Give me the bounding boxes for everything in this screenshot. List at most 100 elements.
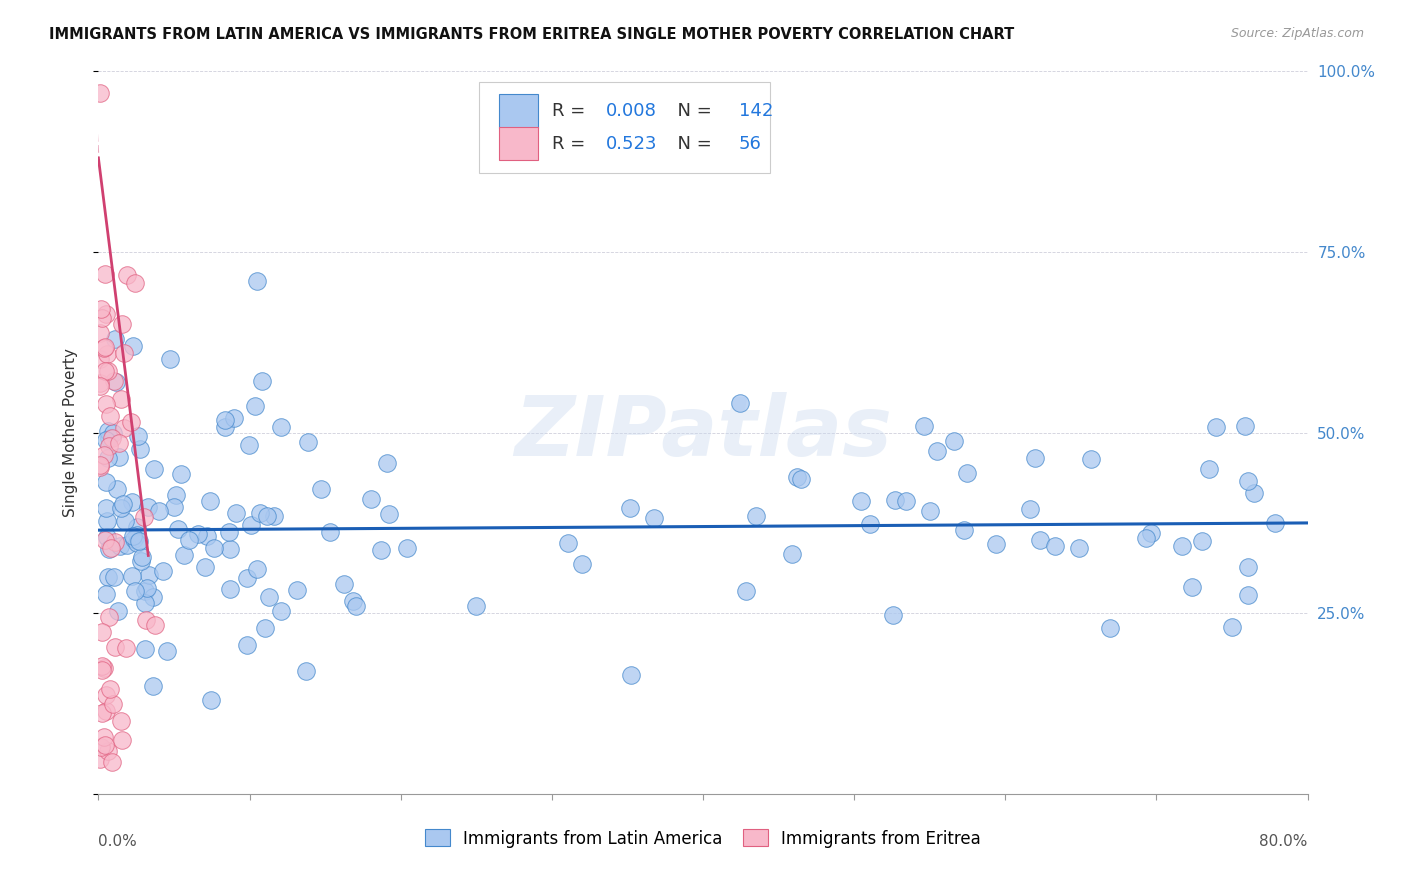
Point (98, 439, 121, 453)
Point (112, 346, 135, 360)
Point (93, 730, 115, 744)
Point (104, 332, 127, 346)
Point (745, 509, 768, 524)
Point (1069, 541, 1091, 555)
Point (643, 510, 665, 524)
Point (1170, 539, 1192, 553)
Point (107, 450, 129, 464)
Text: 0.008: 0.008 (606, 102, 657, 120)
Point (96, 397, 118, 411)
Point (94, 340, 117, 354)
Point (94, 587, 117, 601)
Point (270, 604, 292, 618)
Point (115, 539, 138, 553)
Point (129, 554, 152, 568)
Point (984, 537, 1007, 551)
Point (142, 678, 165, 692)
Point (236, 638, 259, 652)
Point (619, 500, 641, 515)
Point (263, 508, 285, 523)
Point (1045, 539, 1067, 553)
Point (90, 706, 112, 720)
Y-axis label: Single Mother Poverty: Single Mother Poverty (63, 348, 77, 517)
Text: 80.0%: 80.0% (1260, 834, 1308, 848)
Point (111, 732, 134, 747)
Point (127, 536, 149, 550)
Point (214, 413, 236, 427)
Point (218, 582, 240, 597)
Point (131, 550, 153, 565)
Point (238, 438, 260, 452)
Point (285, 582, 308, 597)
Point (111, 318, 134, 332)
Point (110, 392, 132, 406)
Point (104, 640, 127, 654)
Point (93, 738, 115, 752)
Point (138, 568, 160, 582)
Point (222, 411, 245, 425)
Point (111, 497, 134, 511)
Point (1181, 581, 1204, 595)
Point (236, 571, 259, 585)
Point (103, 374, 125, 388)
Text: R =: R = (551, 135, 591, 153)
Point (378, 507, 401, 521)
Point (135, 613, 157, 627)
Point (342, 594, 364, 608)
Text: N =: N = (666, 102, 718, 120)
Point (97, 570, 120, 584)
Point (98, 409, 121, 424)
Point (142, 590, 165, 604)
Point (344, 599, 367, 613)
Point (782, 547, 804, 561)
Point (124, 277, 146, 291)
Point (94, 433, 117, 447)
Point (218, 524, 240, 539)
Point (120, 415, 142, 429)
Point (94, 307, 117, 321)
Point (127, 428, 149, 442)
Point (166, 522, 188, 536)
Point (253, 621, 276, 635)
Point (97, 450, 120, 465)
Point (121, 569, 143, 583)
Point (896, 494, 918, 508)
Point (127, 528, 149, 542)
Point (128, 533, 150, 548)
Point (89, 326, 111, 340)
Point (173, 548, 195, 562)
Point (110, 714, 132, 728)
Point (93, 267, 115, 281)
Point (134, 596, 156, 610)
FancyBboxPatch shape (499, 127, 538, 161)
Point (170, 467, 193, 481)
Point (115, 640, 138, 655)
Point (117, 268, 139, 282)
Point (100, 431, 122, 445)
Point (187, 527, 209, 541)
Point (89, 752, 111, 766)
Point (104, 375, 127, 389)
Point (1140, 525, 1163, 540)
Point (97, 431, 120, 445)
Text: N =: N = (666, 135, 718, 153)
Point (859, 516, 882, 531)
Point (396, 541, 419, 556)
Point (557, 536, 579, 550)
Point (297, 435, 319, 450)
Text: 142: 142 (740, 102, 773, 120)
Point (197, 529, 219, 543)
Point (1024, 451, 1046, 466)
Point (734, 583, 756, 598)
Point (108, 435, 131, 450)
Point (1191, 534, 1213, 549)
Point (1098, 621, 1121, 635)
Point (270, 419, 292, 434)
Point (849, 494, 872, 508)
Point (143, 618, 166, 632)
Point (202, 541, 225, 555)
Text: Source: ZipAtlas.com: Source: ZipAtlas.com (1230, 27, 1364, 40)
Text: R =: R = (551, 102, 591, 120)
Point (884, 493, 907, 508)
Point (103, 570, 125, 584)
